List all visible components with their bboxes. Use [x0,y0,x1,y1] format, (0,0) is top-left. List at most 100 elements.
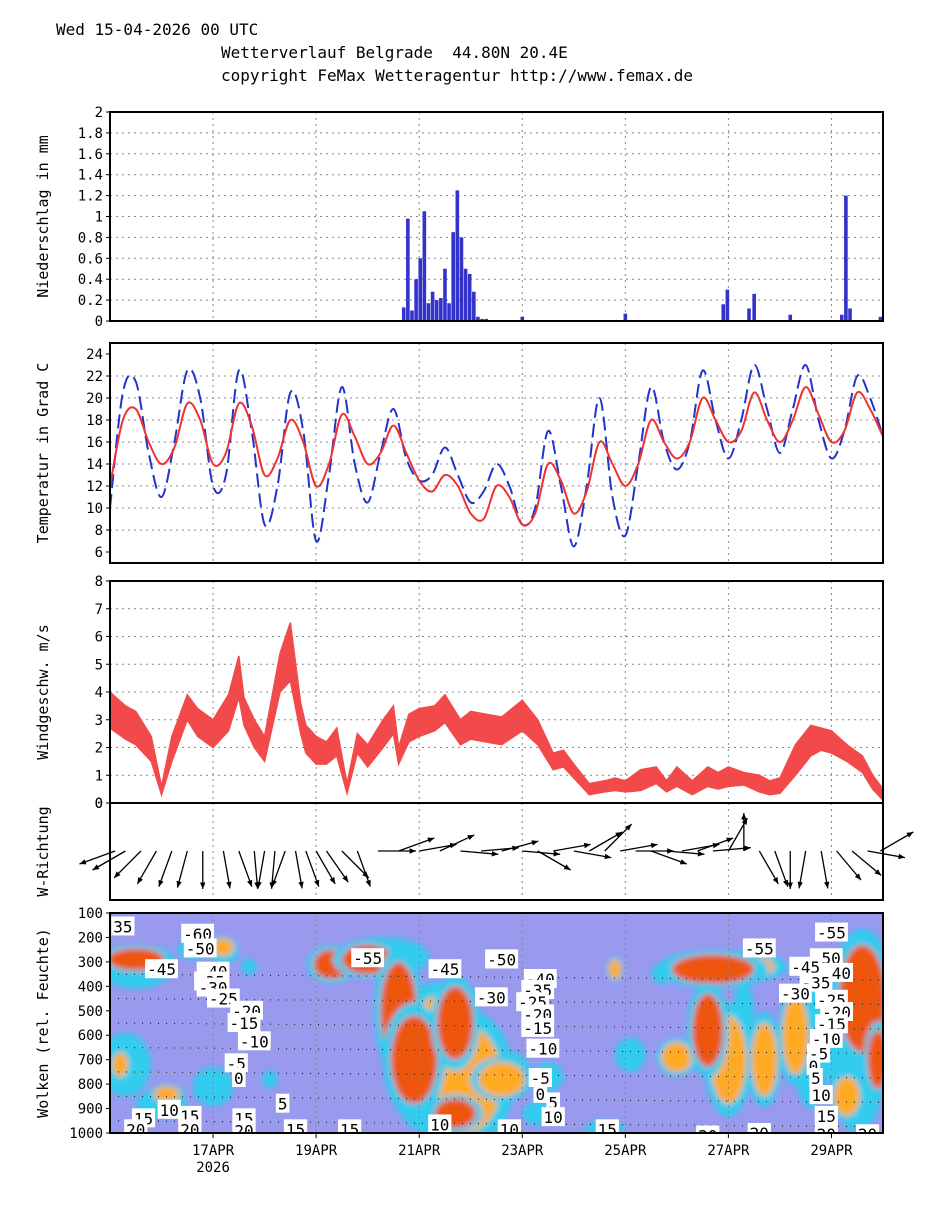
contour-label-bg [181,923,215,943]
cloud-tick-label: 300 [78,955,103,971]
contour-label-bg [789,956,823,976]
precip-bar [418,258,423,321]
contour-label: -55 [745,939,774,958]
cloud-tick-label: 800 [78,1077,103,1093]
wind-arrow-head [314,879,320,887]
precip-bar [752,293,756,321]
wind-arrow [666,850,705,857]
dir-tick-label: 0 [95,796,103,812]
wind-arrow [325,850,349,883]
cloud-tick-label: 600 [78,1028,103,1044]
contour-label-bg [124,1119,148,1133]
wind-arrow-head [491,851,499,857]
contour-label-bg [474,987,508,1007]
x-tick-label: 25APR [604,1143,647,1159]
temp-line-solid [109,386,884,527]
wind-arrow-head [874,869,882,876]
precip-tick-label: 0.4 [78,272,103,288]
contour-label-bg [533,1083,548,1103]
wind-arrow-head [247,879,253,887]
wind-direction-panel: 0 W-Richtung [34,796,914,901]
precip-bar [430,291,435,321]
wind-arrow [305,850,320,887]
precip-tick-label: 0 [95,314,103,330]
cloud-cell [437,986,474,1060]
contour-label: 35 [113,917,132,936]
contour-label: -45 [431,960,460,979]
temp-tick-label: 18 [86,413,103,429]
wind-arrow [341,850,370,879]
precip-bar [443,268,447,321]
wind-arrow [758,850,779,885]
temp-frame [109,342,884,564]
wind-arrow [356,850,371,887]
temp-tick-label: 20 [86,391,103,407]
wind-arrow-head [697,851,705,857]
wind-arrow [158,850,173,887]
wind-arrow [439,834,475,852]
wind-arrow-head [200,882,206,889]
cloud-isoline [110,973,883,981]
wind-arrow-head [329,876,336,884]
precip-bar [426,303,431,321]
cloud-tick-label: 900 [78,1102,103,1118]
wind-arrow-head [226,881,232,889]
contour-label: 10 [500,1120,519,1139]
contour-label-bg [428,1114,452,1133]
contour-label: -10 [240,1032,269,1051]
temp-line-dashed [109,363,884,548]
wind-arrow-head [741,813,747,820]
contour-label: 10 [544,1108,563,1127]
x-tick-label: 21APR [398,1143,441,1159]
cloud-tick-label: 400 [78,979,103,995]
wind-arrow-head [615,832,623,838]
wind-arrow-head [679,859,687,865]
precip-bar [747,308,751,321]
precip-bar [520,316,525,321]
x-axis: 17APR 19APR 21APR 23APR 25APR 27APR 29APR 2026 [192,1133,853,1176]
wind-arrow-head [531,840,539,846]
contour-label-bg [157,1099,181,1119]
temp-tick-label: 12 [86,479,103,495]
contour-label: -15 [230,1014,259,1033]
contour-label: -55 [817,924,846,943]
contour-label: -55 [353,949,382,968]
contour-label-bg [428,959,462,979]
wind-arrow [501,840,539,852]
wind-arrow-head [906,832,914,838]
cloud-cell [834,1076,860,1116]
contour-label-bg [809,1085,833,1105]
contour-label: 15 [340,1120,359,1139]
wind-tick-label: 4 [95,685,103,701]
contour-label-bg [809,1068,823,1087]
precip-bar [839,314,844,321]
wind-arrow [787,851,793,889]
contour-label-bg [338,1119,362,1133]
x-tick-label: 27APR [707,1143,750,1159]
wind-arrow [222,850,232,889]
wind-arrow [271,850,286,887]
cloud-cell [608,959,622,979]
wind-arrow-head [92,864,100,870]
wind-arrow-head [256,881,262,889]
wind-arrow-head [625,824,632,831]
wind-arrow-head [823,881,830,889]
contour-label: 15 [598,1120,617,1139]
precip-bar [472,291,476,321]
precip-panel: 0 0.2 0.4 0.6 0.8 1 1.2 1.4 1.6 1.8 2 Niederschlag … [34,105,884,330]
wind-arrow-head [741,818,748,826]
temp-tick-label: 6 [95,545,103,561]
precip-tick-label: 1.6 [78,147,103,163]
contour-label: 20 [234,1122,253,1141]
contour-label-bg [178,1119,202,1133]
contour-label-bg [145,959,178,979]
contour-label-bg [778,983,812,1003]
precip-bar [410,310,414,321]
contour-label-bg [814,1124,838,1133]
contour-label-bg [232,1120,256,1133]
precip-tick-label: 0.6 [78,251,103,267]
contour-label-bg [696,1125,720,1133]
cloud-cell [192,1067,234,1107]
cloud-cell [751,1022,778,1097]
